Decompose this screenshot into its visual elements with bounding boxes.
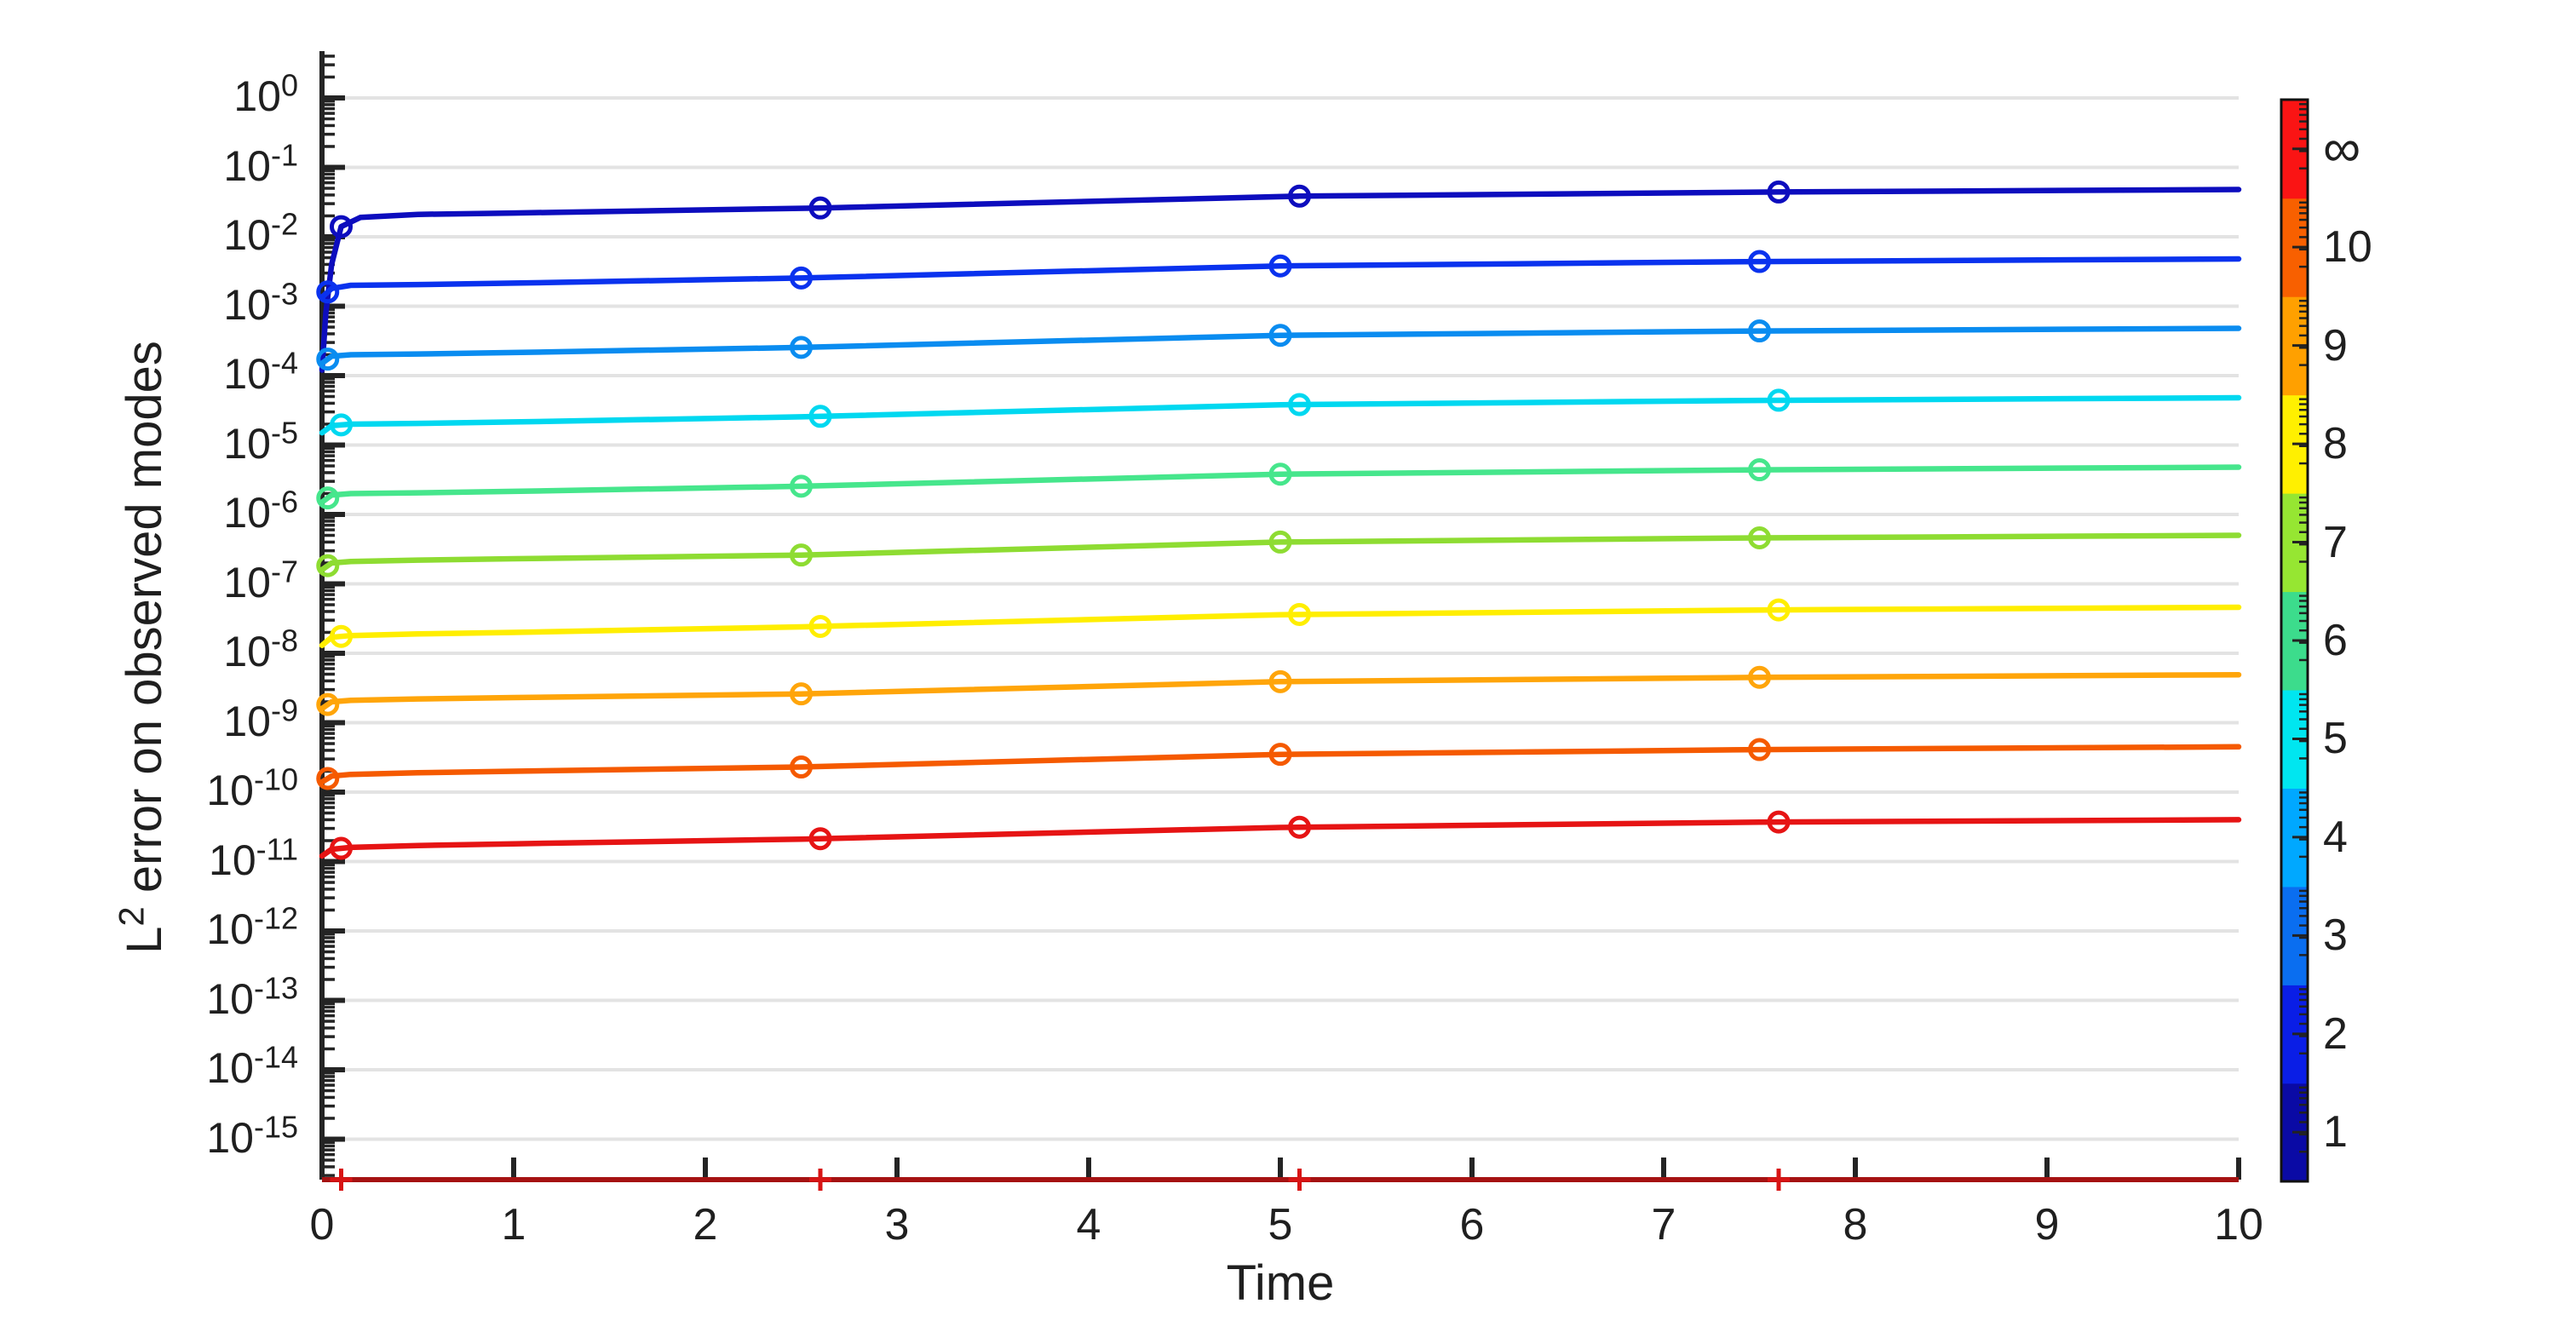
series-marker-circle	[1767, 388, 1791, 412]
y-tick-label-1e-2: 10-2	[223, 206, 298, 259]
series-marker-circle	[330, 624, 353, 648]
series-marker-circle	[316, 486, 340, 510]
series-marker-circle	[1767, 810, 1791, 834]
series-marker-circle	[316, 554, 340, 577]
x-tick-label-9: 9	[2034, 1200, 2060, 1249]
series-marker-circle	[808, 405, 832, 428]
y-tick-label-1e-9: 10-9	[223, 692, 298, 745]
series-marker-circle	[1268, 669, 1292, 693]
y-tick-label-1e-7: 10-7	[223, 553, 298, 606]
series-marker-circle	[1288, 815, 1311, 839]
series-marker-circle	[808, 827, 832, 851]
y-tick-label-1e-4: 10-4	[223, 345, 298, 398]
colorbar-label-4: 4	[2323, 812, 2348, 862]
colorbar-label-2: 2	[2323, 1008, 2348, 1059]
y-tick-label-1e-8: 10-8	[223, 623, 298, 675]
series-marker-circle	[1268, 254, 1292, 278]
colorbar-label-8: 8	[2323, 419, 2348, 469]
series-marker-circle	[790, 336, 813, 359]
y-tick-label-1e-5: 10-5	[223, 414, 298, 468]
x-tick-label-5: 5	[1268, 1200, 1293, 1249]
x-tick-label-7: 7	[1651, 1200, 1676, 1249]
colorbar-label-9: 9	[2323, 320, 2348, 371]
series-marker-circle	[1767, 180, 1791, 204]
series-marker-circle	[1268, 324, 1292, 348]
x-tick-label-8: 8	[1843, 1200, 1868, 1249]
series-marker-circle	[1748, 738, 1771, 761]
colorbar-label-1: 1	[2323, 1107, 2348, 1158]
y-tick-label-1e-1: 10-1	[223, 136, 298, 190]
colorbar-label-6: 6	[2323, 616, 2348, 665]
series-marker-circle	[1767, 598, 1791, 622]
series-marker-circle	[316, 348, 340, 371]
series-line-mode-1	[319, 187, 2242, 373]
x-tick-label-10: 10	[2214, 1200, 2263, 1249]
series-marker-circle	[1268, 743, 1292, 767]
x-tick-label-1: 1	[501, 1200, 526, 1249]
y-tick-label-1e-10: 10-10	[206, 761, 298, 814]
x-axis-title: Time	[1226, 1255, 1335, 1311]
series-marker-circle	[316, 280, 340, 304]
series-marker-circle	[790, 474, 813, 498]
y-tick-label-1e-11: 10-11	[209, 830, 298, 884]
series-marker-circle	[1268, 462, 1292, 486]
y-axis-title-rest: error on observed modes	[117, 341, 172, 907]
series-marker-circle	[1748, 458, 1771, 482]
y-tick-label-1e-15: 10-15	[206, 1108, 298, 1162]
series-marker-circle	[330, 836, 353, 860]
series-marker-circle	[1748, 250, 1771, 273]
series-marker-circle	[808, 196, 832, 220]
colorbar-label-7: 7	[2323, 517, 2348, 567]
series-marker-circle	[1288, 393, 1311, 416]
y-axis-title: L2 error on observed modes	[112, 341, 172, 954]
series-line-mode-7	[319, 604, 2242, 648]
x-tick-label-6: 6	[1459, 1200, 1485, 1249]
series-line-mode-10	[319, 817, 2242, 859]
series-marker-circle	[316, 692, 340, 716]
y-axis-title-prefix: L	[117, 926, 172, 954]
x-tick-label-0: 0	[309, 1200, 335, 1249]
series-line-mode-2	[319, 256, 2242, 301]
series-marker-circle	[1748, 319, 1771, 343]
series-marker-circle	[790, 543, 813, 567]
series-marker-circle	[330, 413, 353, 437]
series-marker-circle	[1748, 526, 1771, 549]
series-line-mode-4	[319, 394, 2242, 436]
x-tick-label-4: 4	[1076, 1200, 1101, 1249]
y-tick-label-1e0: 100	[233, 67, 298, 120]
colorbar-label-3: 3	[2323, 911, 2348, 961]
series-marker-circle	[330, 215, 353, 238]
colorbar-label-5: 5	[2323, 714, 2348, 764]
x-tick-label-3: 3	[884, 1200, 910, 1249]
colorbar-label-10: 10	[2323, 222, 2372, 273]
x-tick-label-2: 2	[693, 1200, 718, 1249]
series-marker-circle	[808, 614, 832, 638]
series-marker-circle	[1748, 665, 1771, 689]
series-marker-circle	[790, 266, 813, 290]
series-marker-circle	[1288, 184, 1311, 208]
y-tick-label-1e-14: 10-14	[206, 1039, 298, 1092]
y-tick-label-1e-3: 10-3	[223, 275, 298, 329]
colorbar-border	[2280, 98, 2309, 1183]
y-tick-label-1e-6: 10-6	[223, 484, 298, 537]
y-tick-label-1e-12: 10-12	[206, 900, 298, 953]
colorbar-label-∞: ∞	[2323, 118, 2361, 178]
series-marker-circle	[316, 767, 340, 790]
series-marker-circle	[790, 682, 813, 706]
series-marker-circle	[790, 755, 813, 779]
y-tick-label-1e-13: 10-13	[206, 969, 298, 1023]
y-axis-title-sup: 2	[111, 906, 152, 927]
series-marker-circle	[1268, 530, 1292, 554]
series-marker-circle	[1288, 602, 1311, 626]
